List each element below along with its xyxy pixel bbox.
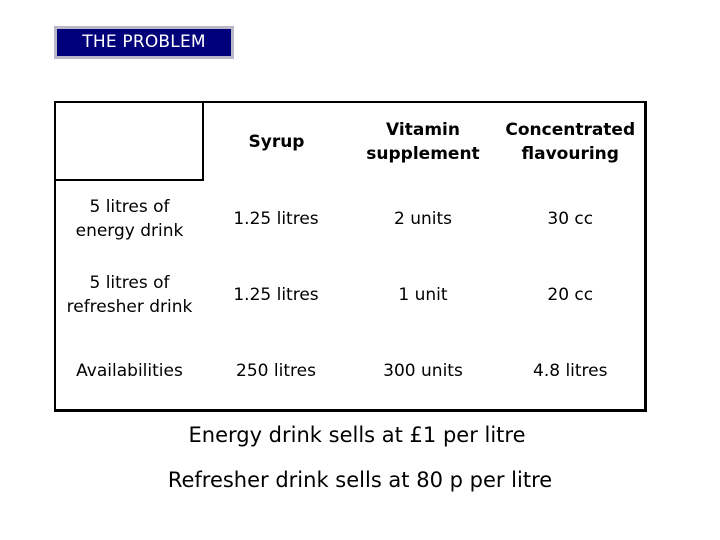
cell-energy-vitamin: 2 units xyxy=(393,208,452,229)
header-corner-cell xyxy=(55,102,204,181)
cell-refresher-flavouring: 20 cc xyxy=(547,285,594,305)
cell-energy-syrup: 1.25 litres xyxy=(233,208,319,229)
resources-table: Syrup Vitamin supplement Concentrated fl… xyxy=(54,101,647,412)
slide-title: THE PROBLEM xyxy=(54,26,234,59)
energy-drink-price-note: Energy drink sells at £1 per litre xyxy=(188,423,526,447)
cell-energy-flavouring: 30 cc xyxy=(547,208,594,229)
cell-available-syrup: 250 litres xyxy=(236,361,316,381)
table-row: 5 litres of energy drink 1.25 litres 2 u… xyxy=(55,180,645,257)
header-vitamin-supplement: Vitamin supplement xyxy=(366,119,480,164)
table-header-row: Syrup Vitamin supplement Concentrated fl… xyxy=(55,102,645,181)
row-label-energy-drink: 5 litres of energy drink xyxy=(75,197,184,241)
header-syrup: Syrup xyxy=(248,131,305,152)
header-concentrated-flavouring: Concentrated flavouring xyxy=(505,119,636,164)
cell-available-vitamin: 300 units xyxy=(383,361,463,381)
cell-refresher-vitamin: 1 unit xyxy=(398,285,448,305)
cell-refresher-syrup: 1.25 litres xyxy=(233,285,319,305)
cell-available-flavouring: 4.8 litres xyxy=(533,361,608,381)
refresher-drink-price-note: Refresher drink sells at 80 p per litre xyxy=(167,468,553,492)
row-label-availabilities: Availabilities xyxy=(76,361,183,381)
row-label-refresher-drink: 5 litres of refresher drink xyxy=(66,273,193,317)
table-row: 5 litres of refresher drink 1.25 litres … xyxy=(55,257,645,333)
table-row: Availabilities 250 litres 300 units 4.8 … xyxy=(55,333,645,411)
